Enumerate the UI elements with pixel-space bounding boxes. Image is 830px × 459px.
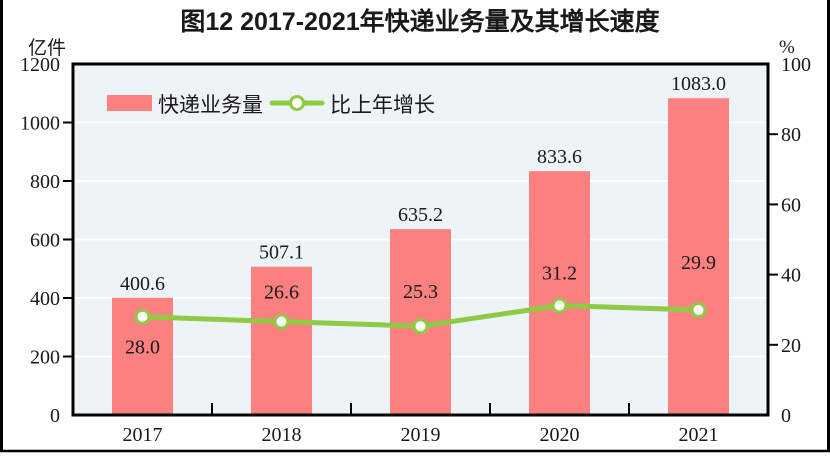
right-axis-tick-label: 100 — [781, 54, 811, 76]
line-value-label: 26.6 — [264, 282, 299, 304]
line-marker — [134, 308, 151, 325]
line-value-label: 28.0 — [125, 337, 160, 359]
right-axis-unit: % — [779, 37, 795, 58]
line-marker — [551, 297, 568, 314]
line-value-label: 25.3 — [403, 281, 438, 303]
legend — [107, 95, 325, 111]
right-axis-tick-label: 60 — [781, 194, 801, 216]
left-axis-tick-label: 1200 — [20, 54, 60, 76]
bar-2018 — [251, 266, 312, 415]
bar-value-label: 400.6 — [120, 273, 165, 295]
bar-value-label: 833.6 — [537, 146, 582, 168]
x-axis-label-2019: 2019 — [401, 424, 441, 446]
right-axis-tick-label: 0 — [781, 405, 791, 427]
left-axis-tick-label: 200 — [30, 347, 60, 369]
left-axis-tick-label: 400 — [30, 288, 60, 310]
plot-area: 400.6507.1635.2833.61083.002004006008001… — [20, 54, 811, 446]
right-axis-tick-label: 80 — [781, 124, 801, 146]
left-axis-tick-label: 600 — [30, 230, 60, 252]
legend-bar-swatch — [107, 95, 152, 111]
right-axis-tick-label: 40 — [781, 265, 801, 287]
right-axis-tick-label: 20 — [781, 335, 801, 357]
x-axis-label-2021: 2021 — [679, 424, 719, 446]
legend-bar-label: 快递业务量 — [158, 94, 263, 117]
legend-line-label: 比上年增长 — [330, 94, 435, 117]
left-axis-tick-label: 0 — [50, 405, 60, 427]
x-axis-label-2018: 2018 — [262, 424, 302, 446]
bar-value-label: 635.2 — [398, 204, 443, 226]
x-axis-label-2017: 2017 — [123, 424, 163, 446]
left-axis-tick-label: 1000 — [20, 113, 60, 135]
line-value-label: 31.2 — [542, 262, 577, 284]
line-marker — [273, 313, 290, 330]
left-axis-tick-label: 800 — [30, 171, 60, 193]
bar-2020 — [529, 171, 590, 415]
line-marker — [690, 302, 707, 319]
legend-line-marker-icon — [289, 95, 305, 111]
bar-2021 — [668, 98, 729, 415]
x-axis-label-2020: 2020 — [540, 424, 580, 446]
bar-value-label: 1083.0 — [671, 73, 726, 95]
left-axis-unit: 亿件 — [28, 37, 66, 59]
line-value-label: 29.9 — [681, 252, 716, 274]
line-marker — [412, 318, 429, 335]
bar-value-label: 507.1 — [259, 242, 304, 264]
chart-title: 图12 2017-2021年快递业务量及其增长速度 — [180, 7, 659, 36]
